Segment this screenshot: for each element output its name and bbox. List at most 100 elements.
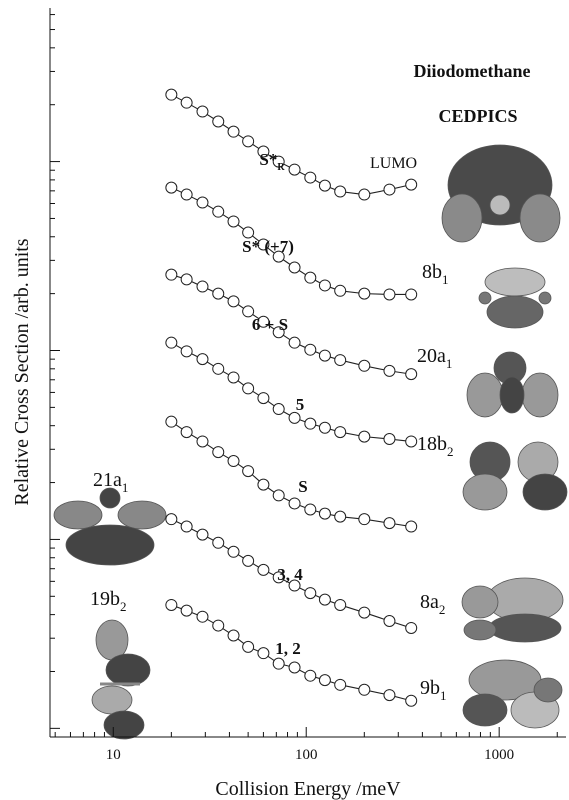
- orbital-sub: 1: [442, 272, 449, 287]
- data-point: [197, 529, 208, 540]
- data-point: [319, 180, 330, 191]
- data-point: [359, 514, 370, 525]
- series-label: S* (+7): [242, 237, 294, 256]
- data-point: [359, 189, 370, 200]
- data-point: [335, 511, 346, 522]
- orbital-name: 19b: [90, 588, 120, 610]
- orbital-21a1: [54, 488, 166, 565]
- series-label: 3, 4: [277, 565, 303, 584]
- orbital-sub: 2: [439, 602, 446, 617]
- data-point: [319, 675, 330, 686]
- data-point: [319, 280, 330, 291]
- orbital-label: LUMO: [370, 155, 417, 172]
- series-label: 5: [296, 395, 305, 414]
- data-point: [384, 365, 395, 376]
- chart-subtitle: CEDPICS: [438, 106, 517, 126]
- series-name: S*: [259, 150, 277, 169]
- data-point: [166, 89, 177, 100]
- data-point: [166, 182, 177, 193]
- orbital-lumo: [442, 145, 560, 242]
- series-name: S: [298, 477, 307, 496]
- data-point: [273, 490, 284, 501]
- data-point: [335, 285, 346, 296]
- data-point: [406, 179, 417, 190]
- data-point: [213, 537, 224, 548]
- series: [166, 89, 417, 200]
- data-point: [273, 658, 284, 669]
- data-point: [384, 184, 395, 195]
- series: [166, 337, 417, 447]
- data-point: [258, 479, 269, 490]
- data-point: [228, 216, 239, 227]
- orbital-name: 9b: [420, 677, 440, 699]
- data-point: [228, 372, 239, 383]
- orbital-name: 8a: [420, 591, 439, 613]
- x-tick-label: 100: [295, 747, 318, 763]
- series: [166, 416, 417, 532]
- data-point: [197, 197, 208, 208]
- data-point: [213, 363, 224, 374]
- data-point: [384, 434, 395, 445]
- data-point: [166, 599, 177, 610]
- data-point: [181, 346, 192, 357]
- data-point: [305, 344, 316, 355]
- data-point: [384, 690, 395, 701]
- orbital-label: 20a1: [417, 345, 452, 371]
- orbital-9b1: [463, 660, 562, 728]
- orbital-19b2: [92, 620, 150, 739]
- data-point: [319, 594, 330, 605]
- orbital-label: 9b1: [420, 677, 447, 703]
- series-name: S* (+7): [242, 237, 294, 256]
- data-point: [258, 393, 269, 404]
- data-point: [181, 427, 192, 438]
- data-point: [289, 337, 300, 348]
- data-point: [384, 289, 395, 300]
- data-point: [213, 447, 224, 458]
- data-point: [166, 514, 177, 525]
- data-point: [305, 272, 316, 283]
- orbital-label: 18b2: [417, 433, 454, 459]
- data-point: [359, 431, 370, 442]
- data-point: [406, 436, 417, 447]
- data-point: [289, 662, 300, 673]
- data-point: [289, 412, 300, 423]
- data-point: [243, 466, 254, 477]
- series-name-sub: R: [277, 162, 285, 173]
- series-label: S: [298, 477, 307, 496]
- series-name: 6 + S: [252, 315, 288, 334]
- data-point: [197, 281, 208, 292]
- orbital-sub: 2: [447, 444, 454, 459]
- data-point: [197, 611, 208, 622]
- data-point: [335, 427, 346, 438]
- data-point: [359, 360, 370, 371]
- orbital-label: 8b1: [422, 261, 449, 287]
- data-point: [384, 518, 395, 529]
- data-point: [406, 695, 417, 706]
- data-point: [181, 274, 192, 285]
- data-point: [197, 354, 208, 365]
- data-point: [273, 404, 284, 415]
- series-label: 1, 2: [275, 639, 301, 658]
- data-point: [335, 599, 346, 610]
- data-point: [359, 607, 370, 618]
- data-point: [181, 97, 192, 108]
- data-point: [319, 350, 330, 361]
- orbital-sub: 1: [446, 356, 453, 371]
- x-axis-label: Collision Energy /meV: [215, 778, 401, 800]
- data-point: [335, 355, 346, 366]
- data-point: [243, 555, 254, 566]
- data-point: [166, 269, 177, 280]
- data-point: [228, 126, 239, 137]
- data-point: [181, 189, 192, 200]
- data-point: [228, 546, 239, 557]
- data-point: [289, 498, 300, 509]
- series-name: 3, 4: [277, 565, 303, 584]
- data-point: [406, 289, 417, 300]
- data-point: [228, 296, 239, 307]
- data-point: [384, 616, 395, 627]
- orbital-label: 19b2: [90, 588, 127, 614]
- data-point: [213, 288, 224, 299]
- data-point: [213, 206, 224, 217]
- x-tick-label: 1000: [484, 747, 514, 763]
- series-name: 1, 2: [275, 639, 301, 658]
